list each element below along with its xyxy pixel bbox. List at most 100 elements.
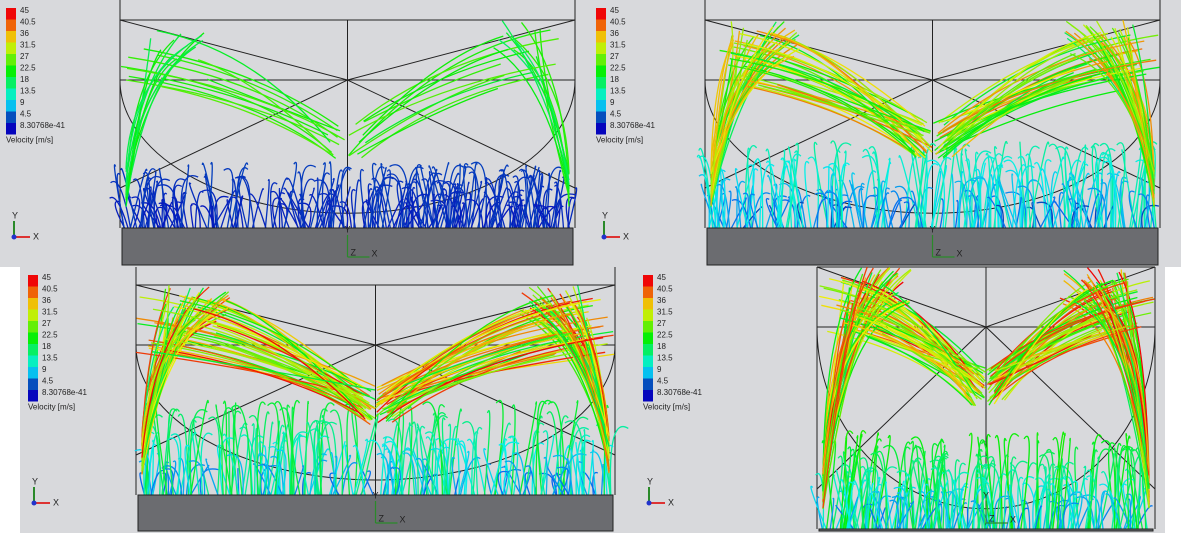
panel: 4540.53631.52722.51813.594.58.30768e-41V… [635,267,1165,533]
triad-label: Y [602,210,608,220]
legend-label: 8.30768e-41 [610,121,655,130]
origin-label: Z [351,247,357,257]
legend-swatch [643,367,653,379]
legend-label: 31.5 [610,41,626,50]
legend-swatch [28,298,38,310]
legend-label: 9 [42,365,47,374]
legend-swatch [643,344,653,356]
legend-swatch [643,287,653,299]
legend-swatch [6,89,16,101]
legend-title: Velocity [m/s] [643,403,690,412]
legend-label: 45 [610,6,619,15]
base-block [819,529,1153,531]
legend-label: 13.5 [42,354,58,363]
legend-swatch [28,321,38,333]
legend-swatch [596,54,606,66]
legend-title: Velocity [m/s] [596,136,643,145]
legend-swatch [6,112,16,124]
legend-swatch [596,77,606,89]
legend-label: 31.5 [42,308,58,317]
legend-label: 36 [20,29,29,38]
legend-swatch [596,89,606,101]
origin-label: X [1010,514,1016,524]
legend-label: 22.5 [20,64,36,73]
legend-swatch [596,112,606,124]
origin-label: X [400,514,406,524]
legend-swatch [28,344,38,356]
panel: 4540.53631.52722.51813.594.58.30768e-41V… [20,267,635,533]
legend-label: 40.5 [20,18,36,27]
legend-swatch [28,367,38,379]
triad-origin [12,235,17,240]
panel: 4540.53631.52722.51813.594.58.30768e-41V… [0,0,590,267]
panel: 4540.53631.52722.51813.594.58.30768e-41V… [590,0,1181,267]
legend-swatch [28,275,38,287]
legend-label: 45 [42,273,51,282]
legend-swatch [28,390,38,402]
legend-title: Velocity [m/s] [28,403,75,412]
legend-label: 4.5 [610,110,622,119]
legend-swatch [596,43,606,55]
origin-label: Y [345,224,351,234]
legend-swatch [596,66,606,78]
legend-swatch [596,31,606,43]
legend-label: 18 [657,342,666,351]
legend-swatch [643,390,653,402]
legend-swatch [643,275,653,287]
legend-label: 9 [20,98,25,107]
legend-swatch [643,298,653,310]
legend-swatch [6,123,16,135]
legend-swatch [6,66,16,78]
origin-label: X [957,248,963,258]
origin-label: Y [983,490,989,500]
legend-swatch [28,287,38,299]
legend-label: 9 [657,365,662,374]
legend-label: 27 [610,52,619,61]
legend-swatch [28,310,38,322]
legend-swatch [28,333,38,345]
triad-label: X [668,497,674,507]
legend-swatch [643,333,653,345]
triad-label: X [33,231,39,241]
legend-swatch [643,379,653,391]
legend-label: 8.30768e-41 [42,388,87,397]
legend-label: 13.5 [657,354,673,363]
legend-label: 18 [42,342,51,351]
origin-label: Y [373,490,379,500]
legend-label: 4.5 [20,110,32,119]
legend-label: 40.5 [657,285,673,294]
legend-label: 36 [657,296,666,305]
legend-label: 27 [42,319,51,328]
legend-label: 13.5 [610,87,626,96]
legend-swatch [28,379,38,391]
legend-label: 13.5 [20,87,36,96]
legend-label: 22.5 [657,331,673,340]
triad-label: Y [12,210,18,220]
legend-label: 4.5 [657,377,669,386]
legend-label: 22.5 [42,331,58,340]
origin-label: Z [379,513,385,523]
legend-label: 31.5 [657,308,673,317]
legend-label: 8.30768e-41 [20,121,65,130]
legend-swatch [6,77,16,89]
legend-swatch [28,356,38,368]
legend-swatch [6,20,16,32]
legend-label: 31.5 [20,41,36,50]
legend-label: 4.5 [42,377,54,386]
legend-swatch [6,8,16,20]
triad-label: Y [647,476,653,486]
origin-label: Z [989,513,995,523]
triad-label: X [623,231,629,241]
origin-label: Y [930,224,936,234]
legend-label: 18 [20,75,29,84]
legend-swatch [6,31,16,43]
legend-label: 27 [20,52,29,61]
legend-label: 40.5 [610,18,626,27]
legend-label: 18 [610,75,619,84]
triad-origin [32,501,37,506]
origin-label: X [372,248,378,258]
figure: 45 40.5 36 31.5 27 22.5 18 13.5 9 4.5 8.30768e-41 V… [0,0,1181,533]
legend-swatch [6,100,16,112]
legend-label: 27 [657,319,666,328]
legend-swatch [6,43,16,55]
